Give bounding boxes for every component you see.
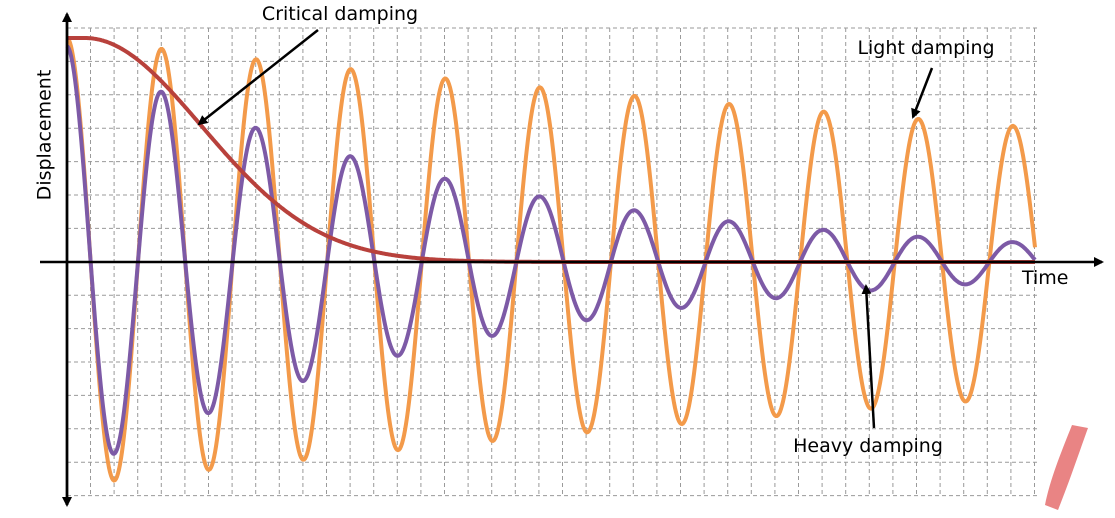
damping-diagram: Displacement Time Critical damping Light… <box>0 0 1115 514</box>
critical-arrow <box>199 30 318 124</box>
pen-mark <box>1045 425 1088 510</box>
light-label: Light damping <box>857 37 994 59</box>
y-axis-label: Displacement <box>34 70 56 201</box>
curves <box>67 38 1035 481</box>
critical-label: Critical damping <box>262 3 418 25</box>
light-arrow <box>913 68 932 117</box>
x-axis-label: Time <box>1021 267 1069 289</box>
heavy-label: Heavy damping <box>793 435 943 457</box>
heavy-damping-curve <box>67 46 1035 454</box>
light-damping-curve <box>67 38 1035 481</box>
